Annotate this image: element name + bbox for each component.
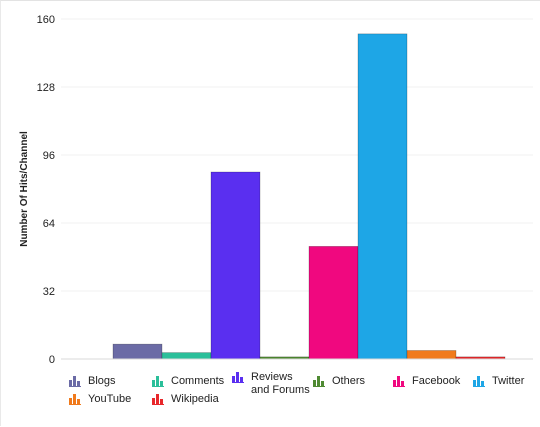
bar-chart-icon (232, 372, 244, 383)
legend-item-others[interactable]: Others (313, 375, 365, 388)
y-axis-title: Number Of Hits/Channel (19, 131, 30, 247)
legend-label: Facebook (412, 375, 461, 387)
bar-chart-icon (473, 376, 485, 387)
legend-item-youtube[interactable]: YouTube (69, 393, 131, 406)
legend-item-twitter[interactable]: Twitter (473, 375, 524, 388)
bar-chart-icon (152, 394, 164, 405)
bar-youtube[interactable] (406, 350, 457, 360)
legend-item-comments[interactable]: Comments (152, 375, 224, 388)
y-tick-label: 160 (37, 14, 55, 26)
bar-chart-icon (152, 376, 164, 387)
legend-label: Wikipedia (171, 393, 219, 405)
legend-label: Comments (171, 375, 225, 387)
legend-item-reviews-and-forums[interactable]: Reviews and Forums (232, 371, 313, 397)
bar-comments[interactable] (161, 352, 212, 360)
bar-chart-icon (313, 376, 325, 387)
y-tick-label: 0 (49, 354, 55, 366)
legend-item-blogs[interactable]: Blogs (69, 375, 116, 388)
gridlines (61, 18, 533, 292)
legend-item-facebook[interactable]: Facebook (393, 375, 460, 388)
legend-label: Others (332, 375, 366, 387)
y-tick-label: 32 (43, 286, 55, 298)
bar-chart-icon (69, 376, 81, 387)
y-tick-label: 64 (43, 218, 55, 230)
legend-label: Reviews and Forums (251, 371, 310, 396)
y-axis-ticks: 0 32 64 96 128 160 (37, 14, 55, 366)
bar-chart-icon (393, 376, 405, 387)
bar-facebook[interactable] (308, 246, 359, 360)
legend-label: Blogs (88, 375, 116, 387)
legend-item-wikipedia[interactable]: Wikipedia (152, 393, 219, 406)
y-tick-label: 96 (43, 150, 55, 162)
bar-chart-icon (69, 394, 81, 405)
y-tick-label: 128 (37, 82, 55, 94)
legend-label: Twitter (492, 375, 525, 387)
bar-twitter[interactable] (357, 33, 408, 360)
bars (112, 33, 506, 360)
bar-reviews-and-forums[interactable] (210, 171, 261, 360)
legend-label: YouTube (88, 393, 132, 405)
bar-blogs[interactable] (112, 343, 163, 360)
